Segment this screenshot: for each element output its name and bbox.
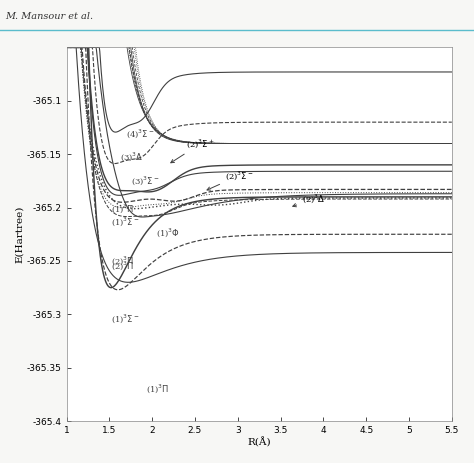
- Text: (2)$^3\Sigma^-$: (2)$^3\Sigma^-$: [207, 169, 254, 190]
- Text: (4)$^3\Sigma^-$: (4)$^3\Sigma^-$: [127, 127, 155, 140]
- Text: (3)$^3\Delta$: (3)$^3\Delta$: [119, 150, 143, 163]
- Text: (1)$^3\Sigma^-$: (1)$^3\Sigma^-$: [111, 312, 140, 325]
- Text: (1)$^3\Phi$: (1)$^3\Phi$: [156, 226, 181, 238]
- Text: (1)$^3\Pi$: (1)$^3\Pi$: [146, 383, 170, 395]
- Text: (2)$^3\Sigma^+$: (2)$^3\Sigma^+$: [171, 137, 215, 163]
- Text: (1)$^3\Pi$: (1)$^3\Pi$: [111, 202, 135, 215]
- Y-axis label: E(Hartree): E(Hartree): [15, 206, 24, 263]
- Text: (3)$^3\Sigma^-$: (3)$^3\Sigma^-$: [131, 175, 159, 187]
- Text: (2)$^3\Delta$: (2)$^3\Delta$: [293, 193, 326, 207]
- Text: (1)$^3\Sigma^-$: (1)$^3\Sigma^-$: [111, 215, 140, 228]
- X-axis label: R(Å): R(Å): [247, 438, 271, 448]
- Text: (2)$^3\Pi$: (2)$^3\Pi$: [111, 255, 135, 267]
- Text: (2)$^3\Pi$: (2)$^3\Pi$: [111, 259, 135, 272]
- Text: M. Mansour et al.: M. Mansour et al.: [5, 12, 93, 20]
